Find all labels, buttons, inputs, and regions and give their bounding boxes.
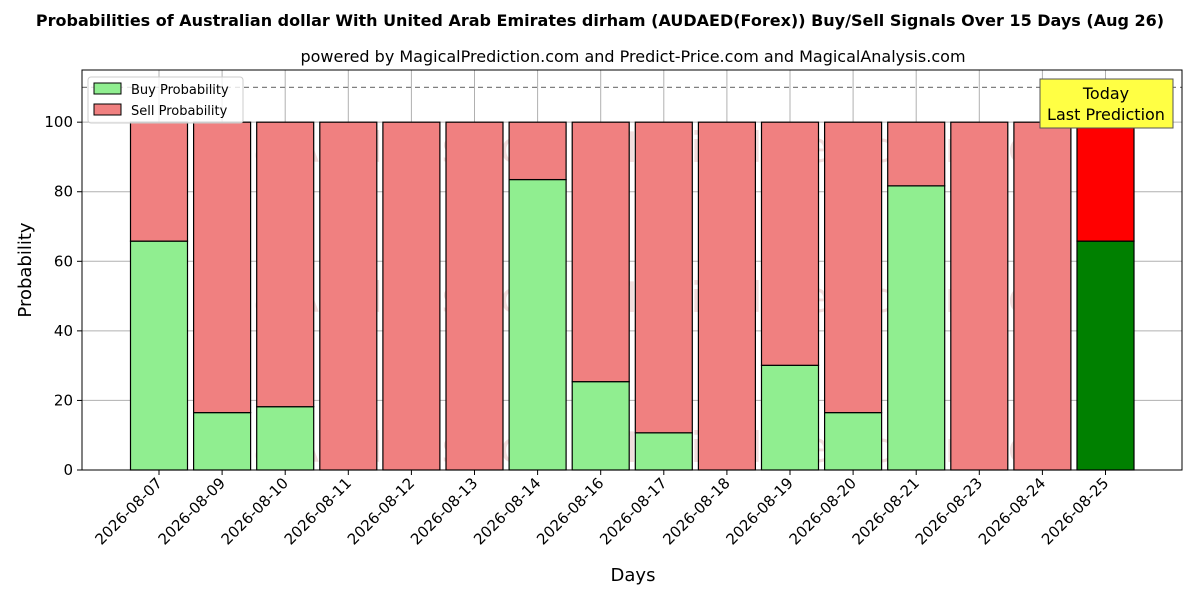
buy-bar [129, 240, 189, 471]
x-tick-label: 2026-08-10 [218, 474, 292, 548]
y-tick-label: 80 [54, 183, 73, 201]
y-tick-label: 40 [54, 322, 73, 340]
buy-bar [823, 412, 883, 471]
sell-bar [1076, 121, 1135, 242]
x-tick-label: 2026-08-25 [1038, 474, 1112, 548]
sell-bar [129, 121, 189, 242]
sell-bar [445, 121, 504, 471]
buy-bar [634, 432, 693, 471]
sell-bar [1013, 121, 1072, 471]
legend-box [87, 76, 244, 124]
legend-swatch [93, 103, 122, 116]
sell-bar [950, 121, 1009, 471]
x-tick-label: 2026-08-23 [912, 474, 986, 548]
x-tick-label: 2026-08-09 [155, 474, 229, 548]
x-tick-label: 2026-08-20 [786, 474, 860, 548]
y-tick-label: 100 [44, 113, 73, 131]
bars-layer [129, 121, 1135, 471]
sell-bar [193, 121, 252, 414]
sell-bar [508, 121, 567, 181]
x-tick-label: 2026-08-14 [470, 474, 544, 548]
today-annotation: Today Last Prediction [1039, 78, 1174, 129]
sell-bar [256, 121, 315, 408]
y-tick-label: 0 [63, 461, 73, 479]
sell-bar [697, 121, 757, 471]
x-tick-label: 2026-08-17 [596, 474, 670, 548]
buy-bar [571, 381, 630, 471]
sell-bar [382, 121, 441, 471]
sell-bar [760, 121, 820, 366]
x-tick-label: 2026-08-18 [659, 474, 733, 548]
sell-bar [571, 121, 630, 383]
legend-swatch [93, 82, 122, 95]
annotation-text: Today [1082, 84, 1129, 103]
legend: Buy Probability Sell Probability [87, 76, 244, 124]
buy-bar [193, 412, 252, 471]
buy-bar [508, 178, 567, 471]
legend-label: Buy Probability [131, 83, 229, 98]
x-tick-label: 2026-08-16 [533, 474, 607, 548]
sell-bar [634, 121, 693, 434]
x-axis-ticks: 2026-08-072026-08-092026-08-102026-08-11… [91, 470, 1112, 548]
x-tick-label: 2026-08-21 [849, 474, 923, 548]
sell-bar [319, 121, 378, 471]
chart-subtitle: powered by MagicalPrediction.com and Pre… [300, 47, 965, 66]
buy-bar [1076, 240, 1135, 471]
x-tick-label: 2026-08-11 [281, 474, 355, 548]
x-tick-label: 2026-08-12 [344, 474, 418, 548]
annotation-box [1039, 78, 1174, 129]
x-tick-label: 2026-08-13 [407, 474, 481, 548]
annotation-text: Last Prediction [1047, 105, 1165, 124]
plot-frame [81, 69, 1183, 471]
y-axis-ticks: 0 20 40 60 80 100 [44, 113, 82, 479]
x-tick-label: 2026-08-07 [91, 474, 165, 548]
sell-bar [887, 121, 946, 187]
sell-bar [823, 121, 883, 414]
x-tick-label: 2026-08-24 [975, 474, 1049, 548]
buy-bar [760, 364, 820, 471]
chart-title: Probabilities of Australian dollar With … [36, 11, 1164, 30]
y-tick-label: 20 [54, 391, 73, 409]
x-tick-label: 2026-08-19 [722, 474, 796, 548]
buy-bar [887, 185, 946, 471]
y-axis-label: Probability [15, 222, 36, 317]
legend-label: Sell Probability [131, 104, 228, 119]
y-tick-label: 60 [54, 252, 73, 270]
buy-bar [256, 406, 315, 471]
x-axis-label: Days [611, 565, 656, 586]
